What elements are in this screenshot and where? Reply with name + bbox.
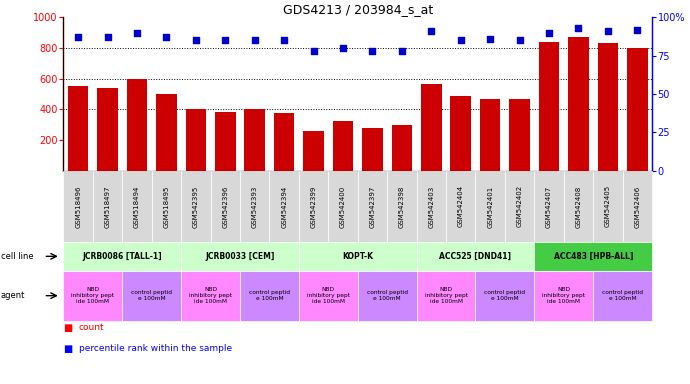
- Bar: [127, 79, 148, 171]
- Point: [396, 48, 407, 54]
- Text: GSM542395: GSM542395: [193, 185, 199, 228]
- Point: [102, 34, 113, 40]
- Point: [544, 30, 555, 36]
- Text: ACC483 [HPB-ALL]: ACC483 [HPB-ALL]: [553, 252, 633, 261]
- Text: GSM518496: GSM518496: [75, 185, 81, 228]
- Point: [161, 34, 172, 40]
- Text: GSM542406: GSM542406: [634, 185, 640, 228]
- Point: [190, 37, 201, 43]
- Point: [132, 30, 143, 36]
- Text: GSM542394: GSM542394: [282, 185, 287, 228]
- Text: control peptid
e 100mM: control peptid e 100mM: [366, 290, 408, 301]
- Text: GSM542397: GSM542397: [369, 185, 375, 228]
- Text: GSM542396: GSM542396: [222, 185, 228, 228]
- Text: GSM542408: GSM542408: [575, 185, 582, 228]
- Text: GSM542401: GSM542401: [487, 185, 493, 228]
- Point: [573, 25, 584, 31]
- Bar: [156, 94, 177, 171]
- Point: [426, 28, 437, 34]
- Bar: [186, 109, 206, 171]
- Bar: [568, 37, 589, 171]
- Text: GSM518497: GSM518497: [105, 185, 110, 228]
- Text: ACC525 [DND41]: ACC525 [DND41]: [440, 252, 511, 261]
- Text: NBD
inhibitory pept
ide 100mM: NBD inhibitory pept ide 100mM: [542, 287, 585, 304]
- Bar: [539, 42, 560, 171]
- Bar: [97, 88, 118, 171]
- Bar: [244, 109, 265, 171]
- Text: cell line: cell line: [1, 252, 33, 261]
- Text: control peptid
e 100mM: control peptid e 100mM: [249, 290, 290, 301]
- Point: [602, 28, 613, 34]
- Point: [514, 37, 525, 43]
- Text: agent: agent: [1, 291, 25, 300]
- Title: GDS4213 / 203984_s_at: GDS4213 / 203984_s_at: [283, 3, 433, 16]
- Point: [367, 48, 378, 54]
- Point: [249, 37, 260, 43]
- Bar: [509, 99, 530, 171]
- Text: NBD
inhibitory pept
ide 100mM: NBD inhibitory pept ide 100mM: [71, 287, 115, 304]
- Text: ■: ■: [63, 323, 72, 333]
- Bar: [421, 84, 442, 171]
- Point: [279, 37, 290, 43]
- Point: [308, 48, 319, 54]
- Bar: [392, 125, 412, 171]
- Point: [632, 26, 643, 33]
- Text: control peptid
e 100mM: control peptid e 100mM: [131, 290, 172, 301]
- Bar: [362, 128, 383, 171]
- Text: ■: ■: [63, 344, 72, 354]
- Text: count: count: [79, 323, 104, 331]
- Text: NBD
inhibitory pept
ide 100mM: NBD inhibitory pept ide 100mM: [189, 287, 232, 304]
- Text: GSM542399: GSM542399: [310, 185, 317, 228]
- Text: GSM542403: GSM542403: [428, 185, 434, 228]
- Text: KOPT-K: KOPT-K: [342, 252, 373, 261]
- Text: JCRB0033 [CEM]: JCRB0033 [CEM]: [206, 252, 275, 261]
- Point: [220, 37, 231, 43]
- Point: [455, 37, 466, 43]
- Bar: [333, 121, 353, 171]
- Point: [337, 45, 348, 51]
- Text: percentile rank within the sample: percentile rank within the sample: [79, 344, 232, 353]
- Text: GSM542402: GSM542402: [517, 185, 522, 227]
- Point: [484, 36, 495, 42]
- Text: GSM542407: GSM542407: [546, 185, 552, 228]
- Bar: [215, 112, 236, 171]
- Text: GSM542404: GSM542404: [457, 185, 464, 227]
- Text: GSM518494: GSM518494: [134, 185, 140, 228]
- Text: GSM518495: GSM518495: [164, 185, 170, 228]
- Bar: [627, 48, 648, 171]
- Point: [72, 34, 83, 40]
- Text: GSM542393: GSM542393: [252, 185, 258, 228]
- Text: control peptid
e 100mM: control peptid e 100mM: [484, 290, 525, 301]
- Bar: [480, 99, 500, 171]
- Text: NBD
inhibitory pept
ide 100mM: NBD inhibitory pept ide 100mM: [424, 287, 468, 304]
- Bar: [598, 43, 618, 171]
- Bar: [274, 113, 295, 171]
- Text: NBD
inhibitory pept
ide 100mM: NBD inhibitory pept ide 100mM: [307, 287, 350, 304]
- Text: control peptid
e 100mM: control peptid e 100mM: [602, 290, 643, 301]
- Text: GSM542400: GSM542400: [340, 185, 346, 228]
- Text: GSM542398: GSM542398: [399, 185, 405, 228]
- Text: JCRB0086 [TALL-1]: JCRB0086 [TALL-1]: [83, 252, 162, 261]
- Bar: [304, 131, 324, 171]
- Bar: [451, 96, 471, 171]
- Text: GSM542405: GSM542405: [605, 185, 611, 227]
- Bar: [68, 86, 88, 171]
